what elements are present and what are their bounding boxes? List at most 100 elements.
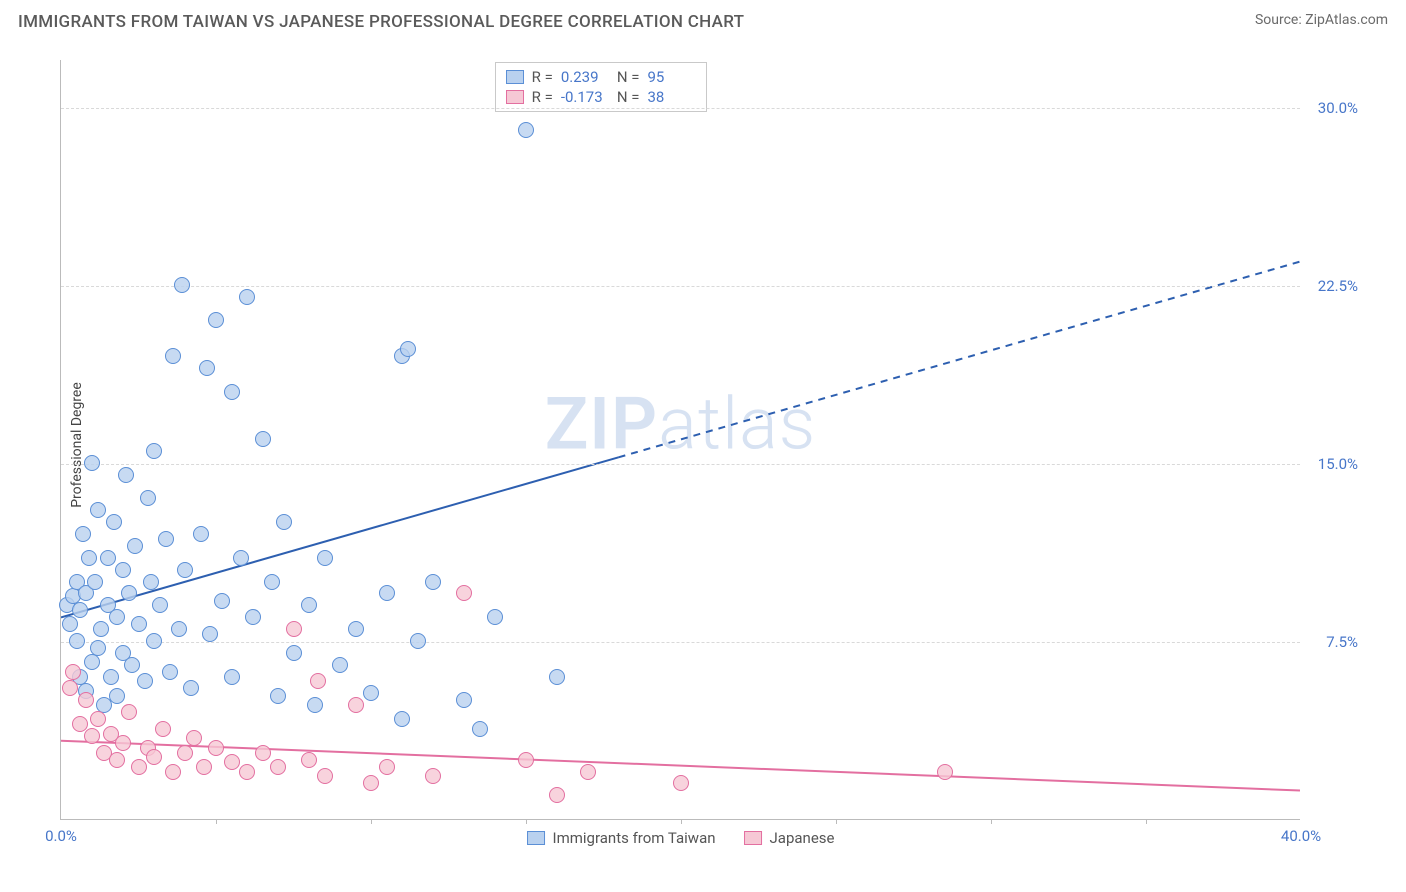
x-tick-mark (526, 819, 527, 824)
scatter-point-japanese (62, 680, 78, 696)
scatter-point-taiwan (239, 289, 255, 305)
y-tick-label: 22.5% (1308, 277, 1358, 295)
scatter-point-taiwan (72, 602, 88, 618)
scatter-point-taiwan (143, 574, 159, 590)
scatter-point-taiwan (137, 673, 153, 689)
legend-stats-row: R =-0.173N =38 (506, 87, 696, 107)
scatter-point-taiwan (162, 664, 178, 680)
scatter-point-taiwan (518, 122, 534, 138)
scatter-point-japanese (937, 764, 953, 780)
scatter-point-taiwan (140, 490, 156, 506)
scatter-point-taiwan (62, 616, 78, 632)
scatter-point-taiwan (348, 621, 364, 637)
scatter-point-taiwan (410, 633, 426, 649)
scatter-point-japanese (518, 752, 534, 768)
scatter-point-japanese (78, 692, 94, 708)
scatter-point-japanese (310, 673, 326, 689)
scatter-point-taiwan (233, 550, 249, 566)
scatter-point-taiwan (208, 312, 224, 328)
scatter-point-japanese (286, 621, 302, 637)
scatter-point-taiwan (127, 538, 143, 554)
scatter-point-taiwan (224, 384, 240, 400)
gridline (61, 108, 1300, 109)
scatter-point-japanese (109, 752, 125, 768)
scatter-point-japanese (186, 730, 202, 746)
scatter-point-japanese (155, 721, 171, 737)
scatter-point-taiwan (379, 585, 395, 601)
scatter-point-japanese (301, 752, 317, 768)
scatter-point-taiwan (177, 562, 193, 578)
scatter-point-japanese (255, 745, 271, 761)
scatter-point-taiwan (165, 348, 181, 364)
scatter-point-japanese (363, 775, 379, 791)
scatter-point-taiwan (90, 640, 106, 656)
scatter-point-taiwan (456, 692, 472, 708)
scatter-point-japanese (131, 759, 147, 775)
scatter-point-japanese (177, 745, 193, 761)
n-value: 95 (648, 68, 696, 86)
n-value: 38 (648, 88, 696, 106)
n-label: N = (617, 88, 640, 106)
legend-bottom: Immigrants from Taiwan Japanese (527, 829, 835, 847)
scatter-point-taiwan (394, 711, 410, 727)
scatter-point-taiwan (81, 550, 97, 566)
scatter-point-taiwan (400, 341, 416, 357)
x-tick-mark (371, 819, 372, 824)
scatter-point-japanese (348, 697, 364, 713)
gridline (61, 642, 1300, 643)
x-tick-mark (991, 819, 992, 824)
source-attribution: Source: ZipAtlas.com (1255, 12, 1388, 28)
scatter-point-japanese (115, 735, 131, 751)
gridline (61, 464, 1300, 465)
scatter-point-taiwan (487, 609, 503, 625)
x-tick-mark (216, 819, 217, 824)
scatter-point-taiwan (363, 685, 379, 701)
scatter-point-taiwan (214, 593, 230, 609)
scatter-point-taiwan (121, 585, 137, 601)
scatter-point-taiwan (84, 455, 100, 471)
scatter-point-taiwan (199, 360, 215, 376)
legend-swatch (506, 90, 524, 104)
scatter-point-japanese (90, 711, 106, 727)
scatter-point-japanese (224, 754, 240, 770)
scatter-point-taiwan (549, 669, 565, 685)
r-label: R = (532, 68, 553, 86)
r-value: 0.239 (561, 68, 609, 86)
scatter-point-taiwan (106, 514, 122, 530)
scatter-point-taiwan (87, 574, 103, 590)
scatter-point-japanese (84, 728, 100, 744)
scatter-point-taiwan (131, 616, 147, 632)
scatter-point-taiwan (202, 626, 218, 642)
scatter-point-taiwan (171, 621, 187, 637)
legend-swatch (744, 831, 762, 845)
scatter-point-taiwan (472, 721, 488, 737)
scatter-point-japanese (239, 764, 255, 780)
legend-label: Immigrants from Taiwan (553, 829, 716, 847)
scatter-point-japanese (196, 759, 212, 775)
legend-stats-box: R =0.239N =95R =-0.173N =38 (495, 62, 707, 112)
scatter-point-taiwan (264, 574, 280, 590)
scatter-point-taiwan (332, 657, 348, 673)
scatter-point-japanese (65, 664, 81, 680)
x-tick-label: 0.0% (45, 827, 77, 845)
scatter-point-taiwan (93, 621, 109, 637)
scatter-point-japanese (379, 759, 395, 775)
legend-label: Japanese (770, 829, 835, 847)
scatter-point-japanese (208, 740, 224, 756)
scatter-point-japanese (549, 787, 565, 803)
scatter-point-taiwan (224, 669, 240, 685)
scatter-point-taiwan (146, 443, 162, 459)
scatter-point-japanese (121, 704, 137, 720)
scatter-point-taiwan (193, 526, 209, 542)
scatter-point-taiwan (100, 550, 116, 566)
scatter-point-taiwan (245, 609, 261, 625)
y-tick-label: 15.0% (1308, 455, 1358, 473)
scatter-point-taiwan (301, 597, 317, 613)
scatter-point-japanese (270, 759, 286, 775)
scatter-point-japanese (317, 768, 333, 784)
scatter-point-japanese (165, 764, 181, 780)
scatter-point-taiwan (118, 467, 134, 483)
chart-container: Professional Degree ZIPatlas R =0.239N =… (48, 60, 1358, 830)
scatter-point-taiwan (307, 697, 323, 713)
y-tick-label: 7.5% (1308, 633, 1358, 651)
